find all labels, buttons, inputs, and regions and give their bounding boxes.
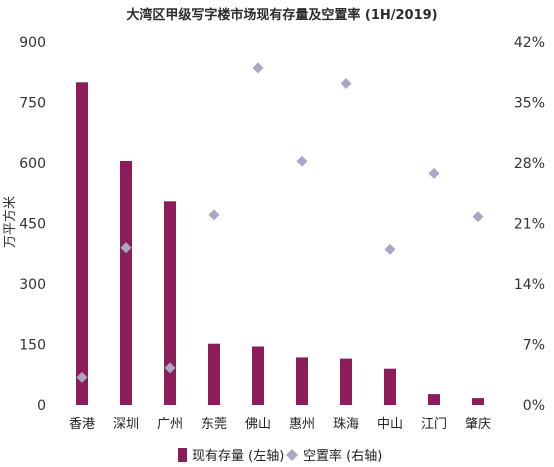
bar-肇庆	[472, 398, 484, 405]
x-category-label: 江门	[421, 417, 447, 432]
y2-tick-label: 0%	[523, 398, 545, 414]
diamonds-layer	[76, 62, 484, 383]
diamond-江门	[428, 167, 440, 179]
y-tick-label: 0	[37, 398, 46, 414]
diamond-佛山	[252, 62, 264, 74]
bar-佛山	[252, 346, 264, 405]
y2-tick-label: 35%	[514, 96, 545, 112]
y2-tick-label: 21%	[514, 217, 545, 233]
legend-diamond-label: 空置率 (右轴)	[303, 448, 382, 464]
y-axis-ticks: 0 150 300 450 600 750 900	[19, 35, 46, 414]
y-tick-label: 750	[19, 96, 46, 112]
x-category-label: 中山	[377, 417, 403, 432]
diamond-深圳	[120, 242, 132, 254]
bar-中山	[384, 368, 396, 405]
x-category-label: 惠州	[289, 417, 315, 432]
y2-tick-label: 42%	[514, 35, 545, 51]
y-tick-label: 900	[19, 35, 46, 51]
x-category-label: 珠海	[333, 417, 359, 432]
legend-bar-label: 现有存量 (左轴)	[192, 449, 284, 464]
diamond-东莞	[208, 209, 220, 221]
bar-珠海	[340, 358, 352, 405]
y2-axis-ticks: 0% 7% 14% 21% 28% 35% 42%	[514, 35, 545, 414]
x-category-label: 肇庆	[465, 417, 491, 432]
diamond-中山	[384, 243, 396, 255]
y-axis-label: 万平方米	[2, 196, 18, 248]
x-category-label: 东莞	[201, 417, 227, 432]
legend-bar-swatch	[178, 448, 187, 462]
x-category-label: 香港	[69, 417, 95, 432]
y-tick-label: 300	[19, 277, 46, 293]
diamond-珠海	[340, 77, 352, 89]
bar-江门	[428, 394, 440, 405]
bar-香港	[76, 82, 88, 406]
bar-惠州	[296, 357, 308, 405]
bar-东莞	[208, 343, 220, 405]
y-tick-label: 600	[19, 156, 46, 172]
diamond-惠州	[296, 155, 308, 167]
y2-tick-label: 28%	[514, 156, 545, 172]
diamond-香港	[76, 371, 88, 383]
diamond-肇庆	[472, 211, 484, 223]
y2-tick-label: 14%	[514, 277, 545, 293]
legend-diamond-swatch	[286, 449, 298, 461]
bar-深圳	[120, 161, 132, 405]
y2-tick-label: 7%	[523, 338, 545, 354]
bars-layer	[76, 82, 484, 406]
x-category-label: 广州	[157, 417, 183, 432]
y-tick-label: 450	[19, 217, 46, 233]
x-category-label: 佛山	[245, 417, 271, 432]
x-category-label: 深圳	[113, 417, 139, 432]
bar-广州	[164, 201, 176, 405]
chart-title: 大湾区甲级写字楼市场现有存量及空置率 (1H/2019)	[126, 7, 437, 23]
x-axis-categories: 香港 深圳 广州 东莞 佛山 惠州 珠海 中山 江门 肇庆	[69, 417, 491, 432]
legend: 现有存量 (左轴) 空置率 (右轴)	[178, 448, 382, 464]
diamond-广州	[164, 362, 176, 374]
y-tick-label: 150	[19, 338, 46, 354]
